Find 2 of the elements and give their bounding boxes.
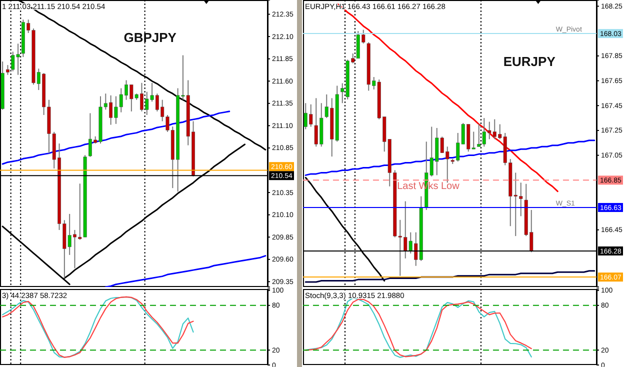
text: EURJPY bbox=[503, 54, 556, 69]
text: GBPJPY bbox=[124, 30, 177, 45]
